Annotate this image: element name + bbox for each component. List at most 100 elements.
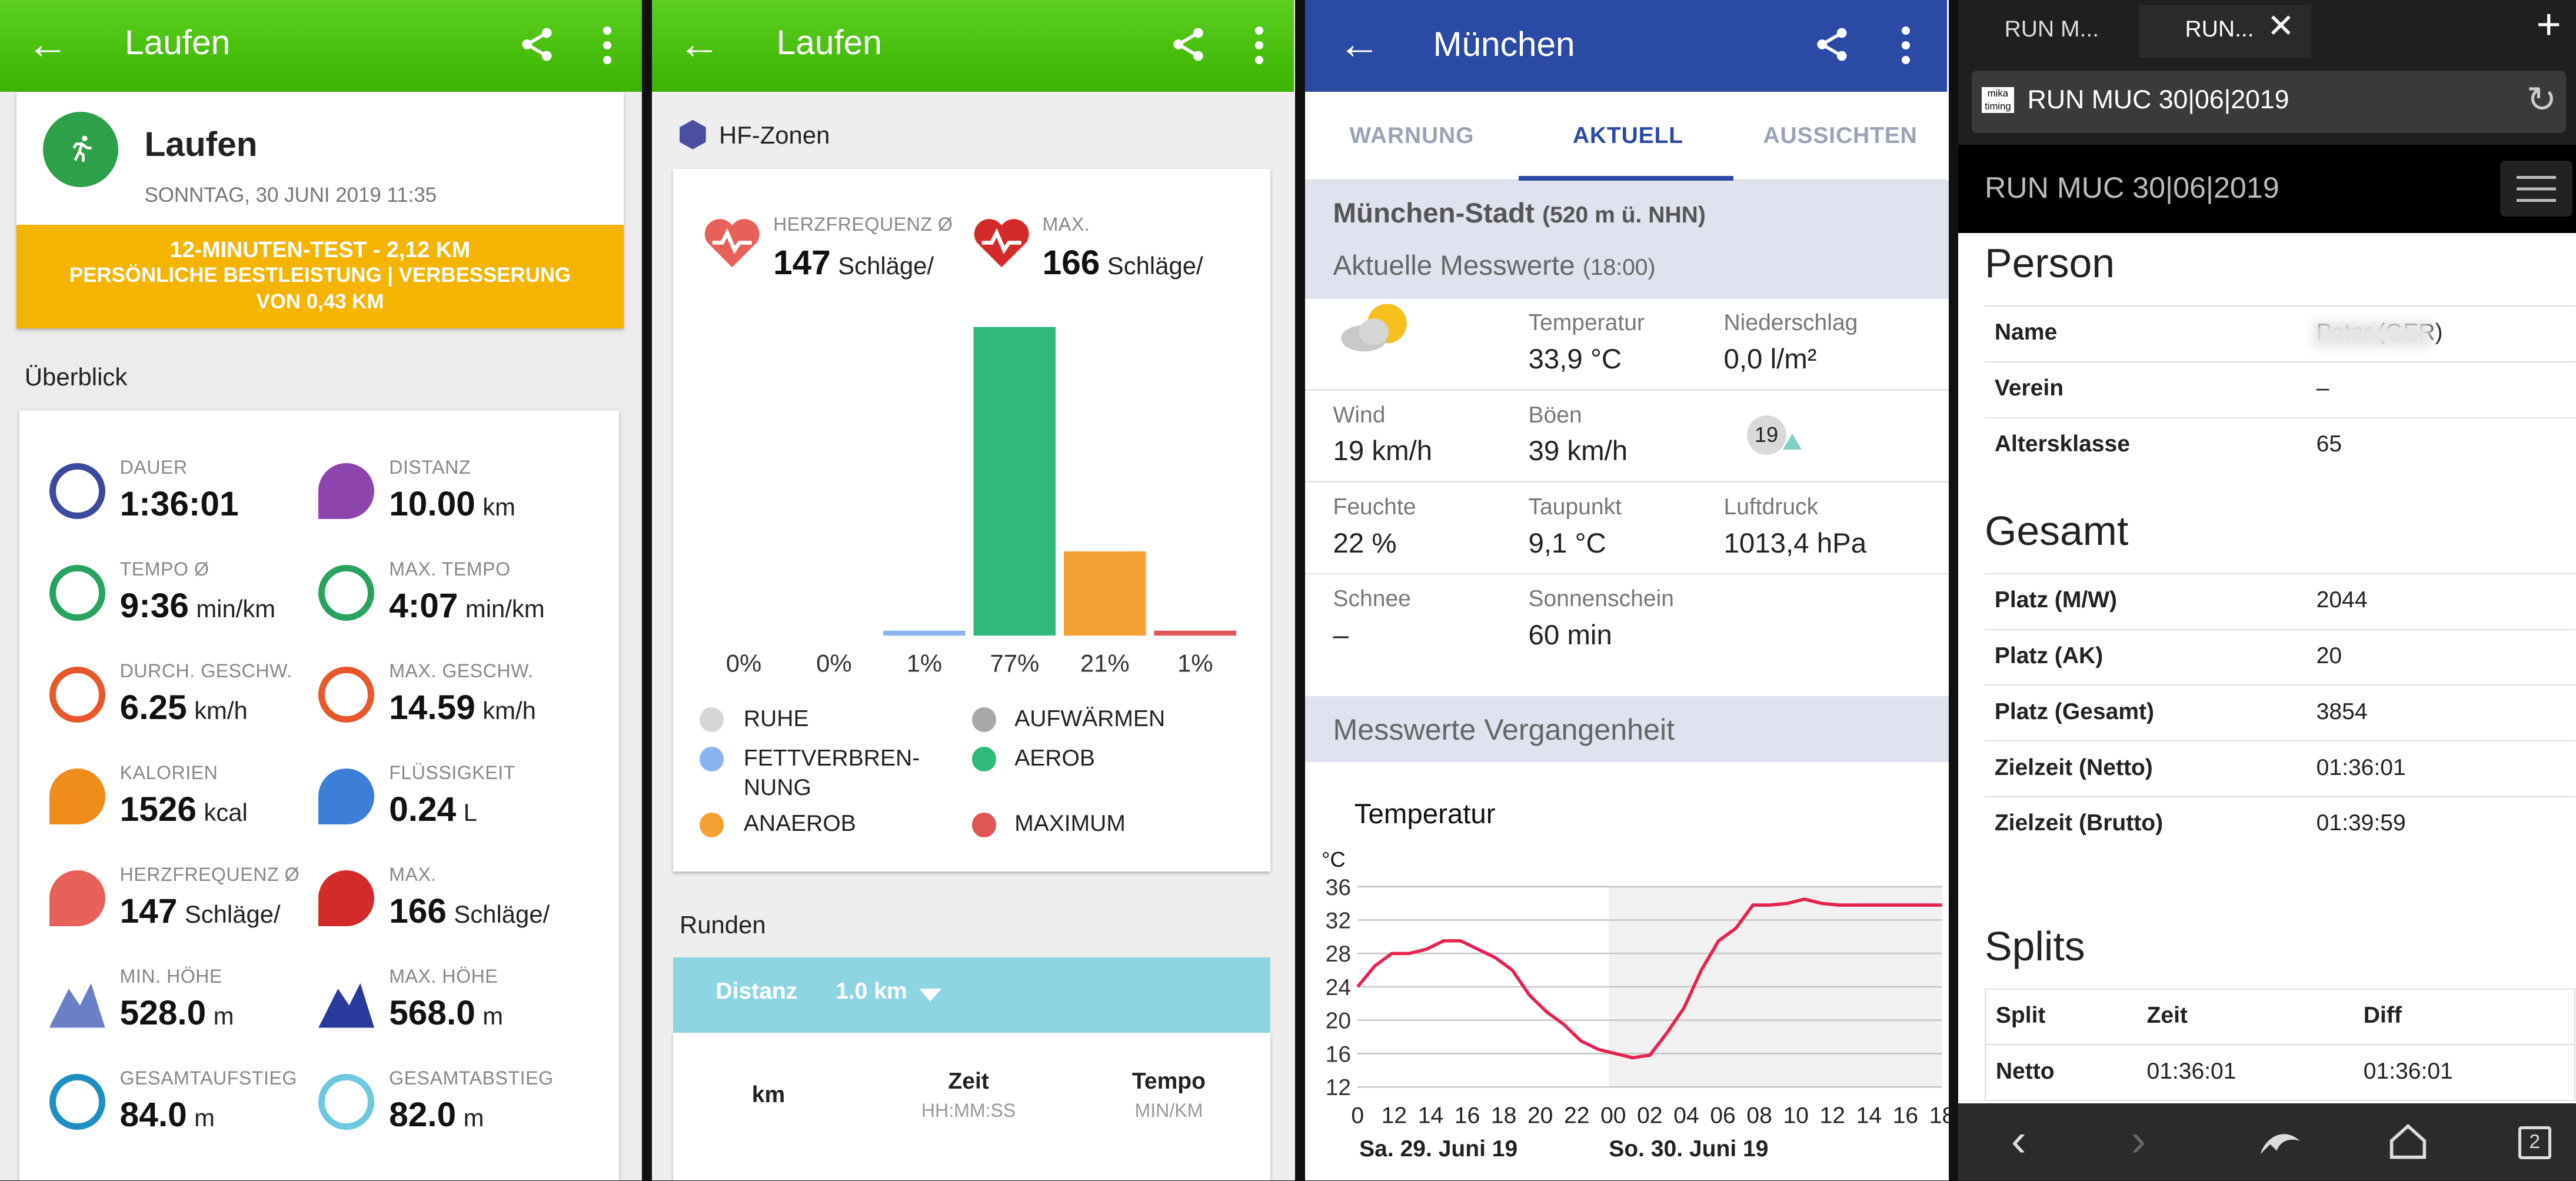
share-icon[interactable]	[1812, 25, 1852, 64]
stat-unit: kcal	[204, 798, 248, 826]
chevron-down-icon	[919, 988, 942, 1002]
row-key: Platz (AK)	[1994, 643, 2104, 668]
stat-label: KALORIEN	[119, 761, 218, 783]
back-arrow-icon[interactable]: ←	[1337, 20, 1381, 68]
current-time: (18:00)	[1582, 255, 1656, 281]
legend-swatch	[699, 747, 724, 772]
city-title: München	[1433, 25, 1575, 64]
overview-heading: Überblick	[24, 362, 128, 391]
browser-tab-2[interactable]: RUN...	[2185, 16, 2254, 42]
weather-value: 1013,4 hPa	[1723, 527, 1867, 559]
stat-value-row: 9:36 min/km	[120, 586, 275, 626]
legend-swatch	[971, 747, 997, 772]
share-icon[interactable]	[1169, 25, 1208, 64]
stat-label: MAX. HÖHE	[389, 965, 498, 987]
more-options-icon[interactable]	[1901, 26, 1911, 71]
x-tick-label: 18	[1929, 1103, 1949, 1128]
total-table: Platz (M/W) 2044 Platz (AK) 20 Platz (Gesamt…	[1985, 573, 2576, 852]
more-options-icon[interactable]	[603, 26, 613, 64]
col-tempo: Tempo	[1131, 1069, 1206, 1094]
station-height: (520 m ü. NHN)	[1542, 202, 1706, 228]
new-tab-icon[interactable]: +	[2536, 1, 2561, 48]
stat-value: 528.0	[119, 993, 207, 1032]
weather-value: 33,9 °C	[1528, 344, 1622, 375]
y-tick-label: 32	[1326, 908, 1351, 933]
url-text: RUN MUC 30|06|2019	[2027, 85, 2289, 115]
browser-forward-icon[interactable]: ›	[2131, 1113, 2146, 1166]
stat-value-row: 1:36:01	[120, 484, 239, 524]
share-icon[interactable]	[517, 25, 557, 64]
back-arrow-icon[interactable]: ←	[26, 20, 69, 68]
stat-label: TEMPO Ø	[119, 558, 209, 580]
station-name: München-Stadt	[1333, 197, 1535, 229]
drops-icon	[318, 768, 375, 824]
stopwatch-icon	[49, 463, 105, 519]
weather-value: 0,0 l/m²	[1723, 344, 1817, 375]
chart-unit: °C	[1321, 847, 1346, 871]
col-zeit-sub: HH:MM:SS	[921, 1100, 1016, 1122]
zone-bar-3	[973, 327, 1056, 636]
row-key: Altersklasse	[1994, 431, 2130, 457]
stat-label: DAUER	[119, 456, 188, 478]
y-tick-label: 36	[1326, 875, 1351, 900]
tab-aussichten[interactable]: AUSSICHTEN	[1763, 123, 1918, 149]
stat-value: 1526	[119, 790, 197, 829]
browser-back-icon[interactable]: ‹	[2011, 1113, 2026, 1166]
weather-label: Luftdruck	[1723, 494, 1819, 520]
row-key: Platz (M/W)	[1994, 587, 2118, 613]
x-tick-label: 08	[1746, 1103, 1772, 1128]
stat-value-row: 14.59 km/h	[389, 688, 536, 727]
stat-value: 1:36:01	[119, 485, 239, 524]
x-tick-label: 0	[1351, 1103, 1364, 1128]
tab-bar: WARNUNG AKTUELL AUSSICHTEN	[1305, 92, 1947, 181]
dolphin-icon[interactable]	[2257, 1125, 2303, 1160]
zone-bar-label: 21%	[1080, 649, 1130, 677]
hf-zones-heading: HF-Zonen	[719, 121, 830, 149]
url-bar[interactable]: mika timing RUN MUC 30|06|2019 ↻	[1971, 70, 2566, 133]
weather-app-bar: ← München	[1305, 0, 1947, 92]
stat-unit: m	[463, 1103, 484, 1132]
row-value: 20	[2316, 643, 2342, 668]
stat-value: 84.0	[119, 1095, 187, 1134]
activity-name: Laufen	[144, 125, 258, 164]
tab-aktuell[interactable]: AKTUELL	[1572, 123, 1683, 149]
stat-value: 166	[389, 891, 447, 930]
more-options-icon[interactable]	[1254, 26, 1264, 64]
past-header: Messwerte Vergangenheit	[1305, 696, 1949, 762]
weather-value: 19 km/h	[1333, 435, 1433, 467]
table-row: Zielzeit (Netto) 01:36:01	[1985, 740, 2576, 796]
distance-selector[interactable]: Distanz 1.0 km	[673, 957, 1271, 1033]
weather-label: Taupunkt	[1528, 494, 1622, 520]
weather-value: –	[1333, 619, 1349, 651]
home-icon[interactable]	[2388, 1123, 2428, 1159]
weather-label: Böen	[1528, 402, 1582, 428]
stat-label: MIN. HÖHE	[119, 965, 222, 987]
tab-warnung[interactable]: WARNUNG	[1349, 123, 1475, 149]
col-zeit: Zeit	[948, 1069, 989, 1094]
y-tick-label: 12	[1326, 1075, 1351, 1100]
back-arrow-icon[interactable]: ←	[678, 20, 721, 68]
flame-icon	[49, 768, 105, 824]
stat-label: DISTANZ	[389, 456, 471, 478]
legend-label: AUFWÄRMEN	[1014, 706, 1166, 731]
close-tab-icon[interactable]: ✕	[2267, 7, 2295, 45]
speedometer-icon	[318, 666, 375, 723]
weather-label: Feuchte	[1333, 494, 1416, 520]
table-row: NamePeter (GER)	[1985, 305, 2576, 361]
stat-value-row: 10.00 km	[389, 484, 515, 524]
splits-cell: 01:36:01	[2146, 1058, 2236, 1084]
stat-unit: Schläge/	[184, 900, 281, 928]
splits-cell: 01:36:01	[2363, 1058, 2453, 1084]
stat-value-row: 528.0 m	[120, 993, 234, 1033]
stat-label: HERZFREQUENZ Ø	[119, 863, 300, 885]
browser-tab-1[interactable]: RUN M...	[2004, 16, 2099, 42]
weather-value: 22 %	[1333, 527, 1397, 559]
tabs-count-icon[interactable]: 2	[2518, 1126, 2551, 1159]
zone-bar-label: 0%	[816, 649, 851, 677]
legend-label: FETTVERBREN- NUNG	[743, 745, 920, 801]
menu-button[interactable]	[2500, 161, 2572, 217]
x-tick-label: 12	[1382, 1103, 1407, 1128]
reload-icon[interactable]: ↻	[2526, 79, 2557, 120]
page-title: RUN MUC 30|06|2019	[1985, 171, 2279, 205]
banner-line-2: PERSÖNLICHE BESTLEISTUNG | VERBESSERUNG	[69, 264, 571, 287]
